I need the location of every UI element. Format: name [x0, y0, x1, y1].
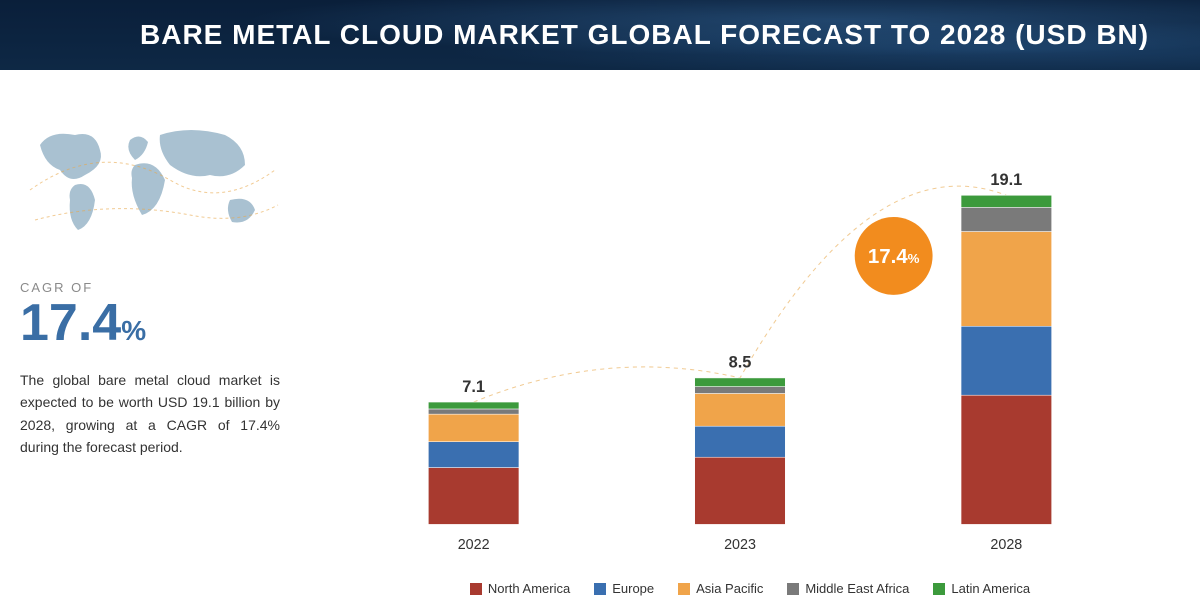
legend-swatch: [933, 583, 945, 595]
legend-item: Latin America: [933, 581, 1030, 596]
content-row: CAGR OF 17.4% The global bare metal clou…: [0, 70, 1200, 600]
chart-wrap: 7.120228.5202319.1202817.4%: [320, 90, 1160, 590]
cagr-number: 17.4: [20, 294, 121, 352]
header-banner: BARE METAL CLOUD MARKET GLOBAL FORECAST …: [0, 0, 1200, 70]
bar-segment: [695, 378, 786, 387]
bar-segment: [961, 232, 1052, 327]
stacked-bar-chart: 7.120228.5202319.1202817.4%: [320, 90, 1160, 590]
bar-segment: [961, 195, 1052, 207]
x-axis-label: 2022: [458, 537, 490, 553]
legend-label: North America: [488, 581, 570, 596]
legend-label: Latin America: [951, 581, 1030, 596]
legend-label: Europe: [612, 581, 654, 596]
legend-swatch: [594, 583, 606, 595]
bar-segment: [428, 402, 519, 409]
bar-segment: [695, 457, 786, 524]
left-panel: CAGR OF 17.4% The global bare metal clou…: [0, 70, 300, 600]
chart-area: 7.120228.5202319.1202817.4% North Americ…: [300, 70, 1200, 600]
cagr-value: 17.4%: [20, 297, 280, 349]
bar-total-label: 7.1: [462, 378, 485, 396]
cagr-label: CAGR OF: [20, 280, 280, 295]
legend-swatch: [787, 583, 799, 595]
legend-swatch: [678, 583, 690, 595]
legend-swatch: [470, 583, 482, 595]
cagr-description: The global bare metal cloud market is ex…: [20, 369, 280, 459]
bar-segment: [961, 207, 1052, 231]
legend-item: Europe: [594, 581, 654, 596]
world-map: [20, 110, 280, 250]
legend-item: Middle East Africa: [787, 581, 909, 596]
page-title: BARE METAL CLOUD MARKET GLOBAL FORECAST …: [140, 19, 1149, 51]
bar-segment: [428, 409, 519, 414]
bar-segment: [695, 393, 786, 426]
bar-total-label: 19.1: [990, 171, 1022, 189]
chart-legend: North America Europe Asia Pacific Middle Ea…: [300, 577, 1200, 600]
legend-item: North America: [470, 581, 570, 596]
bar-segment: [961, 326, 1052, 395]
x-axis-label: 2023: [724, 537, 756, 553]
bar-segment: [695, 387, 786, 394]
bar-segment: [695, 426, 786, 457]
legend-item: Asia Pacific: [678, 581, 763, 596]
cagr-percent-sign: %: [121, 315, 146, 346]
bar-segment: [428, 468, 519, 525]
bar-segment: [961, 395, 1052, 524]
world-map-svg: [20, 110, 280, 250]
bar-segment: [428, 442, 519, 468]
bar-segment: [428, 414, 519, 442]
legend-label: Middle East Africa: [805, 581, 909, 596]
legend-label: Asia Pacific: [696, 581, 763, 596]
x-axis-label: 2028: [990, 537, 1022, 553]
bar-total-label: 8.5: [729, 354, 752, 372]
